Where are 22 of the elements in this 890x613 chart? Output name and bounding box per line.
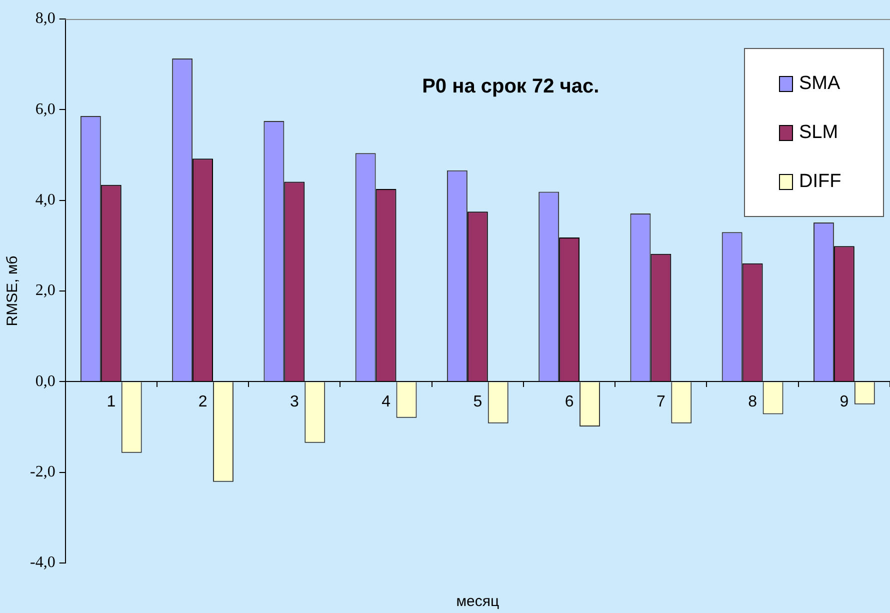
x-tick-label: 6 <box>564 394 574 411</box>
text: P0 на срок 72 час. <box>422 76 600 98</box>
x-tick-label: 7 <box>656 394 666 411</box>
y-tick-label: 0,0 <box>35 372 56 390</box>
x-tick-label: 3 <box>290 394 299 411</box>
y-tick-label: 8,0 <box>35 10 56 28</box>
y-tick-label: 6,0 <box>35 100 56 118</box>
y-tick-label: 2,0 <box>35 282 56 300</box>
x-tick-label: 5 <box>473 394 482 411</box>
x-tick-label: 4 <box>382 394 391 411</box>
x-axis-title: месяц <box>456 593 500 610</box>
legend-label: SLM <box>799 122 838 144</box>
x-tick-label: 9 <box>840 394 849 411</box>
y-tick-label: -2,0 <box>30 464 56 481</box>
legend-label: SMA <box>799 72 840 94</box>
x-tick-label: 2 <box>198 394 208 411</box>
x-tick-label: 1 <box>106 394 116 411</box>
x-tick-label: 8 <box>748 394 758 411</box>
y-tick-label: -4,0 <box>30 554 56 572</box>
legend-label: DIFF <box>799 170 842 192</box>
y-axis-title: RMSE, мб <box>4 256 22 326</box>
y-tick-label: 4,0 <box>35 192 56 209</box>
